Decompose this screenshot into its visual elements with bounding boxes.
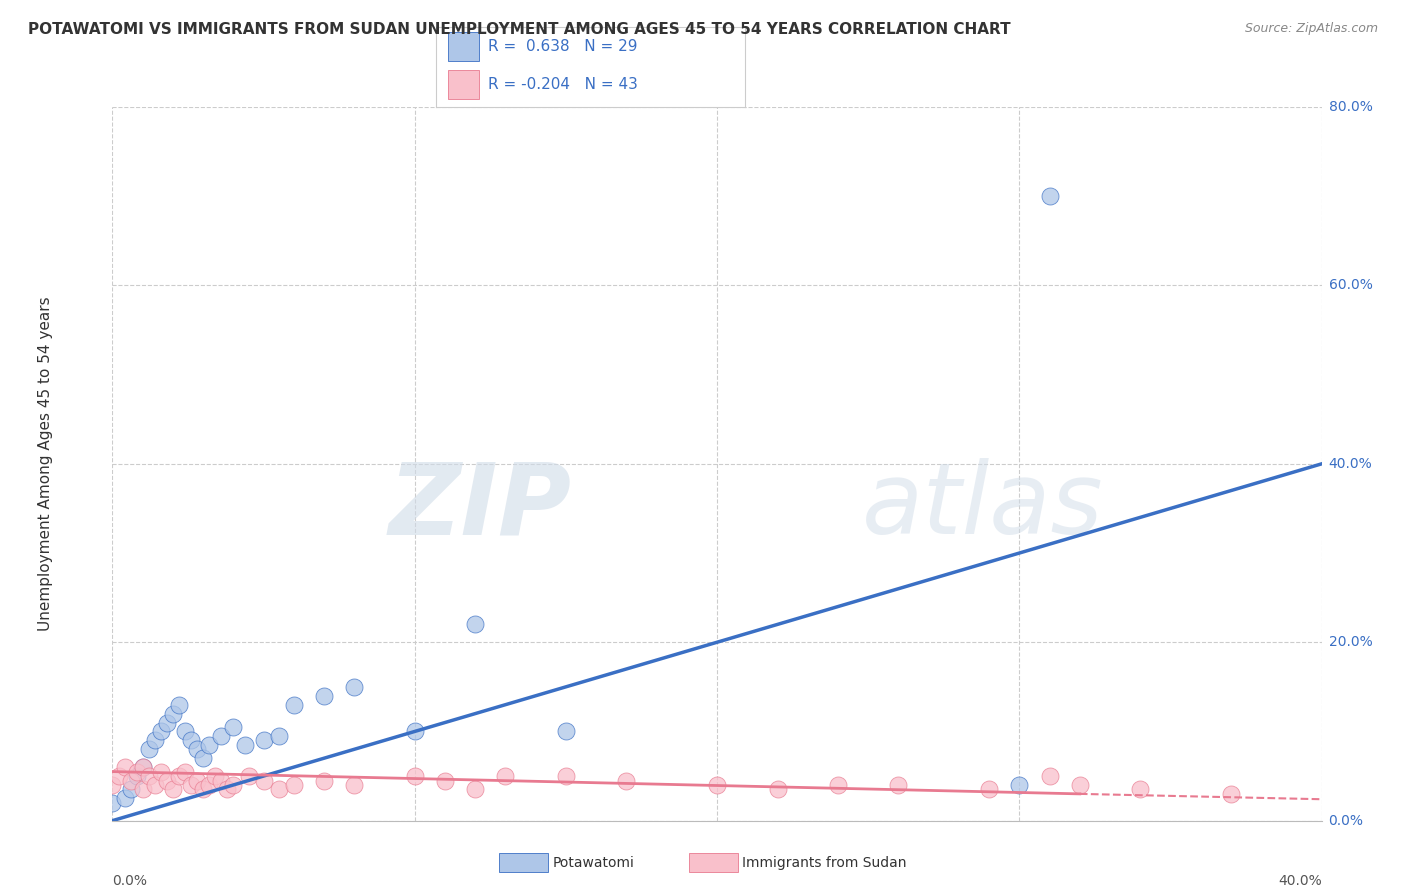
Point bbox=[766, 782, 789, 797]
Text: 60.0%: 60.0% bbox=[1329, 278, 1372, 293]
Point bbox=[827, 778, 849, 792]
Point bbox=[554, 724, 576, 739]
Text: 40.0%: 40.0% bbox=[1278, 874, 1322, 888]
Text: Source: ZipAtlas.com: Source: ZipAtlas.com bbox=[1244, 22, 1378, 36]
Point bbox=[554, 769, 576, 783]
Point bbox=[1038, 769, 1062, 783]
Point bbox=[1008, 778, 1031, 792]
Text: 0.0%: 0.0% bbox=[1329, 814, 1364, 828]
Point bbox=[404, 724, 426, 739]
Point bbox=[125, 769, 148, 783]
Text: ZIP: ZIP bbox=[389, 458, 572, 555]
Point bbox=[149, 764, 172, 779]
Text: R = -0.204   N = 43: R = -0.204 N = 43 bbox=[488, 77, 638, 92]
Point bbox=[222, 720, 245, 734]
Point bbox=[180, 778, 202, 792]
Point bbox=[464, 782, 486, 797]
Point bbox=[198, 738, 221, 752]
Bar bbox=[449, 70, 479, 99]
Point bbox=[120, 782, 142, 797]
Point bbox=[114, 760, 136, 774]
Point bbox=[167, 769, 190, 783]
Point bbox=[138, 769, 160, 783]
Text: 40.0%: 40.0% bbox=[1329, 457, 1372, 471]
Point bbox=[138, 742, 160, 756]
Point bbox=[433, 773, 456, 788]
Point bbox=[143, 733, 166, 747]
Text: 0.0%: 0.0% bbox=[112, 874, 148, 888]
Point bbox=[209, 729, 232, 743]
Point bbox=[887, 778, 910, 792]
Point bbox=[1220, 787, 1243, 801]
Point bbox=[283, 778, 305, 792]
Point bbox=[495, 769, 517, 783]
Point bbox=[204, 769, 226, 783]
Point bbox=[1129, 782, 1152, 797]
Point bbox=[149, 724, 172, 739]
Text: Unemployment Among Ages 45 to 54 years: Unemployment Among Ages 45 to 54 years bbox=[38, 296, 53, 632]
Point bbox=[706, 778, 728, 792]
Point bbox=[132, 760, 155, 774]
Point bbox=[616, 773, 638, 788]
Text: 80.0%: 80.0% bbox=[1329, 100, 1372, 114]
Point bbox=[343, 680, 366, 694]
Point bbox=[174, 724, 197, 739]
Point bbox=[101, 796, 124, 810]
Point bbox=[114, 791, 136, 805]
Text: POTAWATOMI VS IMMIGRANTS FROM SUDAN UNEMPLOYMENT AMONG AGES 45 TO 54 YEARS CORRE: POTAWATOMI VS IMMIGRANTS FROM SUDAN UNEM… bbox=[28, 22, 1011, 37]
Point bbox=[132, 760, 155, 774]
Text: 20.0%: 20.0% bbox=[1329, 635, 1372, 649]
Point bbox=[253, 733, 276, 747]
Point bbox=[167, 698, 190, 712]
Point bbox=[209, 773, 232, 788]
Point bbox=[198, 778, 221, 792]
Point bbox=[191, 782, 214, 797]
Text: Immigrants from Sudan: Immigrants from Sudan bbox=[742, 855, 907, 870]
Point bbox=[253, 773, 276, 788]
Point bbox=[217, 782, 239, 797]
Point bbox=[156, 715, 179, 730]
Point bbox=[283, 698, 305, 712]
Point bbox=[120, 773, 142, 788]
Point bbox=[180, 733, 202, 747]
Point bbox=[235, 738, 257, 752]
Point bbox=[191, 751, 214, 765]
Point bbox=[162, 706, 184, 721]
Point bbox=[186, 742, 208, 756]
Bar bbox=[449, 32, 479, 62]
Point bbox=[267, 782, 290, 797]
Point bbox=[314, 689, 336, 703]
Point bbox=[162, 782, 184, 797]
Point bbox=[156, 773, 179, 788]
Point bbox=[107, 769, 129, 783]
Text: atlas: atlas bbox=[862, 458, 1104, 555]
Point bbox=[238, 769, 260, 783]
Text: R =  0.638   N = 29: R = 0.638 N = 29 bbox=[488, 39, 638, 54]
Point bbox=[132, 782, 155, 797]
Point bbox=[125, 764, 148, 779]
Point bbox=[222, 778, 245, 792]
Point bbox=[1069, 778, 1091, 792]
Point bbox=[143, 778, 166, 792]
Point bbox=[186, 773, 208, 788]
Point bbox=[977, 782, 1000, 797]
Point bbox=[101, 778, 124, 792]
Point bbox=[174, 764, 197, 779]
Point bbox=[404, 769, 426, 783]
Point bbox=[1038, 189, 1062, 203]
Point bbox=[464, 617, 486, 632]
Text: Potawatomi: Potawatomi bbox=[553, 855, 634, 870]
Point bbox=[267, 729, 290, 743]
Point bbox=[343, 778, 366, 792]
Point bbox=[314, 773, 336, 788]
